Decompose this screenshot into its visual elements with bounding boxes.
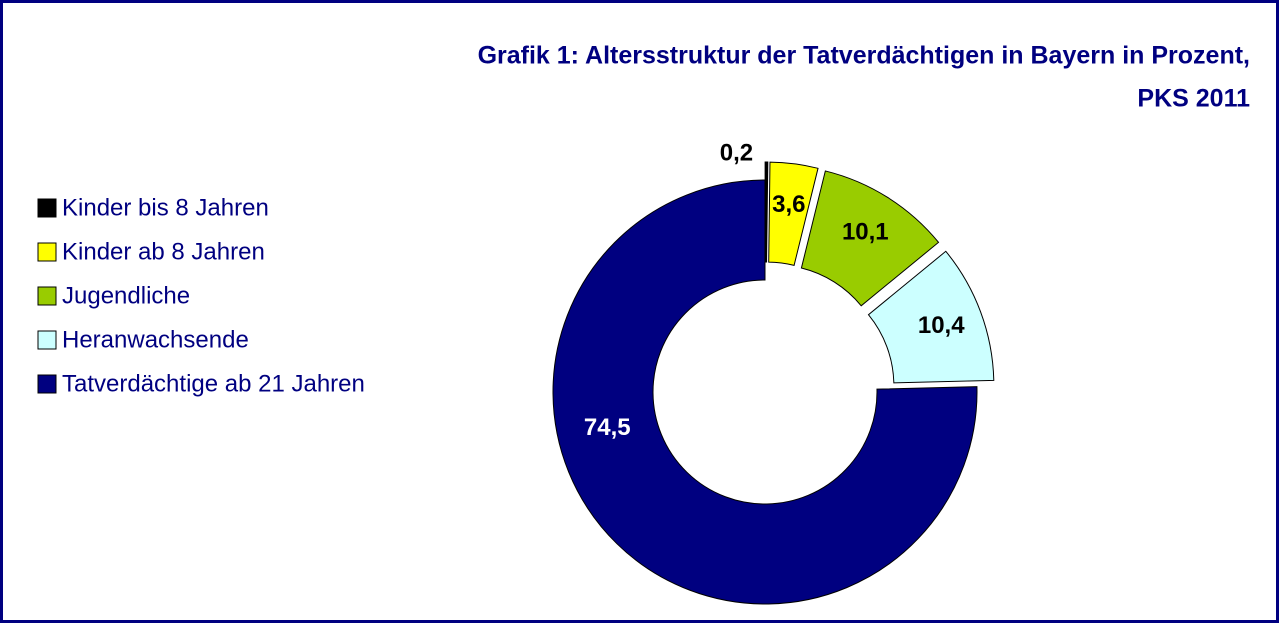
data-label: 3,6 xyxy=(772,191,805,218)
legend-swatch xyxy=(37,286,57,306)
donut-slice xyxy=(768,161,819,267)
chart-title: PKS 2011 xyxy=(1137,85,1250,113)
donut-slice xyxy=(867,250,995,384)
legend-label: Heranwachsende xyxy=(62,326,249,353)
data-label: 0,2 xyxy=(720,139,753,166)
data-label: 10,1 xyxy=(842,218,889,245)
legend-label: Tatverdächtige ab 21 Jahren xyxy=(62,370,365,397)
legend-swatch xyxy=(37,198,57,218)
legend-label: Kinder ab 8 Jahren xyxy=(62,238,265,265)
legend-label: Kinder bis 8 Jahren xyxy=(62,194,269,221)
legend-swatch xyxy=(37,242,57,262)
data-label: 74,5 xyxy=(584,414,631,441)
donut-slice xyxy=(552,179,978,605)
donut-slice xyxy=(800,170,940,307)
legend-swatch xyxy=(37,374,57,394)
legend-swatch xyxy=(37,330,57,350)
legend-label: Jugendliche xyxy=(62,282,190,309)
data-label: 10,4 xyxy=(918,312,965,339)
chart-title: Grafik 1: Altersstruktur der Tatverdächt… xyxy=(478,42,1250,70)
